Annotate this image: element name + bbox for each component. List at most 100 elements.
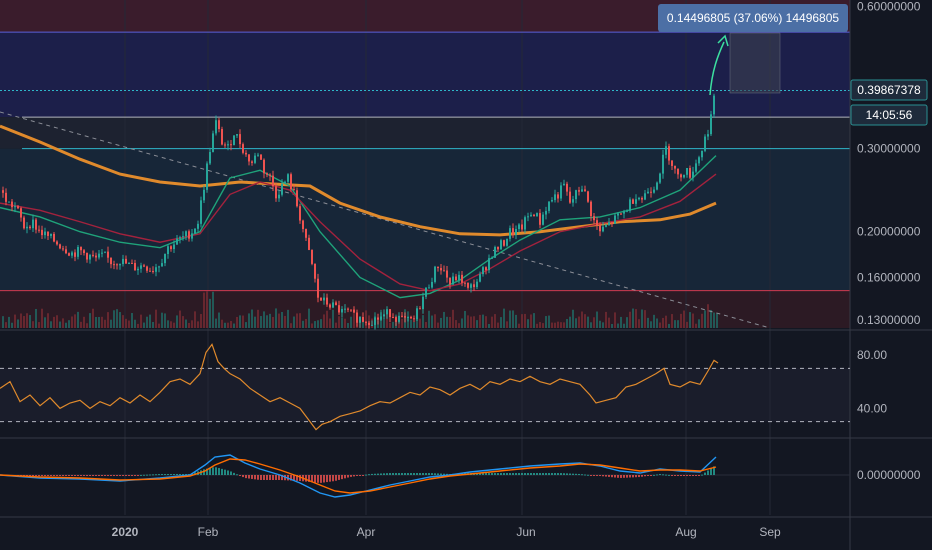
- volume-bar: [221, 319, 223, 328]
- volume-bar: [17, 319, 19, 328]
- macd-histogram-bar: [350, 475, 352, 477]
- volume-bar: [68, 320, 70, 328]
- candle-body: [251, 161, 253, 163]
- candle-body: [467, 282, 469, 288]
- candle-body: [263, 159, 265, 174]
- volume-bar: [542, 323, 544, 328]
- candle-body: [161, 263, 163, 267]
- measure-label-text: 0.14496805 (37.06%) 14496805: [667, 11, 839, 25]
- macd-histogram-bar: [359, 475, 361, 476]
- volume-bar: [245, 322, 247, 328]
- macd-histogram-bar: [374, 473, 376, 475]
- volume-bar: [11, 322, 13, 328]
- macd-histogram-bar: [560, 473, 562, 475]
- macd-histogram-bar: [680, 475, 682, 476]
- macd-histogram-bar: [107, 475, 109, 476]
- macd-histogram-bar: [215, 467, 217, 475]
- macd-histogram-bar: [515, 473, 517, 475]
- candle-body: [83, 250, 85, 253]
- macd-histogram-bar: [440, 473, 442, 475]
- price-axis[interactable]: 0.60000000 0.30000000 0.20000000 0.16000000…: [857, 0, 921, 482]
- volume-bar: [626, 317, 628, 328]
- macd-histogram-bar: [569, 473, 571, 475]
- volume-bar: [650, 321, 652, 328]
- volume-bar: [137, 323, 139, 328]
- candle-body: [323, 297, 325, 301]
- volume-bar: [479, 314, 481, 328]
- candle-body: [59, 244, 61, 249]
- candle-body: [635, 199, 637, 204]
- candle-body: [614, 215, 616, 224]
- candle-body: [656, 182, 658, 190]
- volume-bar: [422, 315, 424, 328]
- candle-body: [602, 226, 604, 232]
- candle-body: [581, 189, 583, 192]
- candle-body: [503, 240, 505, 246]
- candle-body: [368, 322, 370, 326]
- macd-histogram-bar: [392, 473, 394, 475]
- macd-histogram-bar: [692, 475, 694, 476]
- candle-body: [713, 95, 715, 115]
- candle-body: [212, 133, 214, 152]
- macd-histogram-bar: [35, 475, 37, 476]
- volume-bar: [464, 310, 466, 328]
- macd-histogram-bar: [41, 475, 43, 476]
- volume-bar: [611, 323, 613, 328]
- volume-bar: [581, 311, 583, 328]
- volume-bar: [698, 319, 700, 328]
- volume-bar: [401, 318, 403, 328]
- candle-body: [620, 213, 622, 215]
- volume-bar: [716, 313, 718, 328]
- candle-body: [299, 206, 301, 221]
- macd-histogram-bar: [581, 474, 583, 476]
- volume-bar: [656, 318, 658, 328]
- volume-bar: [23, 316, 25, 328]
- volume-bar: [386, 311, 388, 328]
- macd-histogram-bar: [632, 475, 634, 478]
- candle-body: [416, 308, 418, 320]
- volume-bar: [512, 310, 514, 328]
- volume-bar: [242, 315, 244, 328]
- macd-histogram-bar: [314, 475, 316, 483]
- measure-box[interactable]: [729, 32, 781, 94]
- candle-body: [245, 152, 247, 155]
- countdown-text: 14:05:56: [866, 108, 913, 122]
- candle-body: [335, 302, 337, 306]
- candle-body: [710, 114, 712, 135]
- candle-body: [545, 210, 547, 215]
- countdown-tag: 14:05:56: [850, 104, 928, 126]
- macd-histogram-bar: [236, 474, 238, 476]
- macd-histogram-bar: [617, 475, 619, 478]
- candle-body: [497, 246, 499, 250]
- trend-line[interactable]: [0, 111, 771, 329]
- candle-body: [692, 171, 694, 178]
- macd-histogram-bar: [260, 475, 262, 480]
- volume-bar: [515, 314, 517, 328]
- volume-bar: [551, 322, 553, 328]
- candle-body: [89, 254, 91, 260]
- macd-histogram-bar: [644, 475, 646, 477]
- volume-bar: [620, 316, 622, 328]
- volume-bar: [458, 323, 460, 328]
- volume-bar: [227, 322, 229, 328]
- volume-bar: [557, 321, 559, 328]
- volume-bar: [194, 311, 196, 328]
- volume-bar: [20, 313, 22, 328]
- time-tick-label: Aug: [675, 525, 696, 539]
- macd-histogram-bar: [509, 473, 511, 475]
- macd-histogram-bar: [134, 475, 136, 476]
- macd-histogram-bar: [707, 470, 709, 475]
- candle-body: [623, 211, 625, 214]
- macd-histogram-bar: [380, 473, 382, 475]
- time-axis[interactable]: 2020 Feb Apr Jun Aug Sep: [112, 525, 781, 539]
- candle-body: [638, 197, 640, 200]
- macd-histogram-bar: [338, 475, 340, 480]
- macd-histogram-bar: [665, 474, 667, 476]
- macd-histogram-bar: [506, 473, 508, 475]
- volume-bar: [617, 323, 619, 328]
- volume-bar: [14, 314, 16, 328]
- candle-body: [74, 252, 76, 257]
- macd-histogram-bar: [101, 475, 103, 476]
- volume-bar: [197, 321, 199, 328]
